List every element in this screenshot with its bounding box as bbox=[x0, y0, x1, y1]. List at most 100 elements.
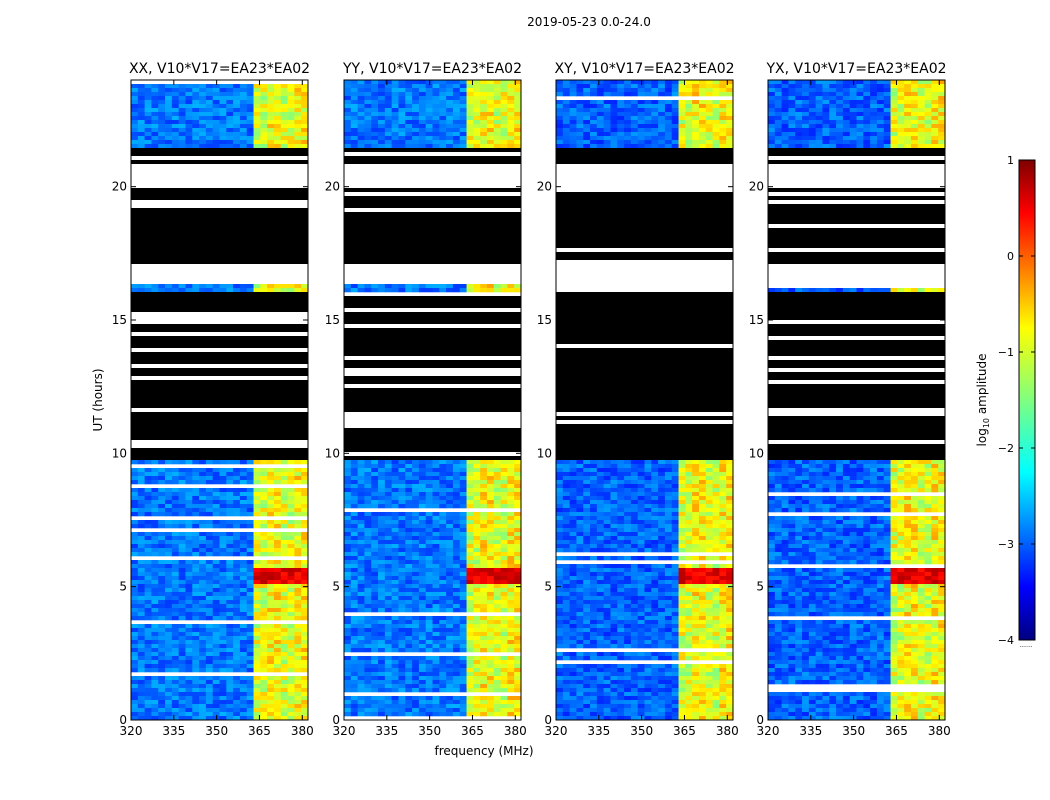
heatmap-cell bbox=[384, 556, 393, 561]
heatmap-cell bbox=[610, 468, 618, 473]
heatmap-cell bbox=[205, 104, 214, 109]
flagged-row bbox=[556, 240, 733, 244]
heatmap-cell bbox=[246, 140, 255, 145]
heatmap-cell bbox=[678, 136, 686, 141]
heatmap-cell bbox=[267, 632, 275, 637]
heatmap-cell bbox=[500, 80, 508, 85]
heatmap-cell bbox=[651, 108, 659, 113]
heatmap-cell bbox=[500, 604, 508, 609]
heatmap-cell bbox=[480, 112, 488, 117]
heatmap-cell bbox=[398, 700, 406, 705]
heatmap-cell bbox=[384, 120, 393, 125]
heatmap-cell bbox=[439, 488, 447, 493]
heatmap-cell bbox=[205, 488, 214, 493]
heatmap-cell bbox=[192, 96, 200, 101]
heatmap-cell bbox=[205, 552, 214, 557]
heatmap-cell bbox=[131, 668, 139, 673]
heatmap-cell bbox=[158, 536, 166, 541]
heatmap-cell bbox=[301, 644, 309, 649]
heatmap-cell bbox=[212, 96, 220, 101]
heatmap-cell bbox=[301, 476, 309, 481]
heatmap-cell bbox=[480, 560, 488, 565]
heatmap-cell bbox=[418, 576, 427, 581]
heatmap-cell bbox=[617, 132, 625, 137]
heatmap-cell bbox=[294, 548, 302, 553]
heatmap-cell bbox=[384, 80, 393, 85]
heatmap-cell bbox=[212, 288, 220, 293]
heatmap-cell bbox=[287, 596, 295, 601]
heatmap-cell bbox=[412, 140, 420, 145]
heatmap-cell bbox=[226, 636, 234, 641]
heatmap-cell bbox=[165, 144, 173, 149]
heatmap-cell bbox=[192, 544, 200, 549]
heatmap-cell bbox=[446, 500, 454, 505]
heatmap-cell bbox=[226, 576, 234, 581]
heatmap-cell bbox=[473, 472, 481, 477]
heatmap-cell bbox=[452, 660, 461, 665]
heatmap-cell bbox=[364, 476, 372, 481]
heatmap-cell bbox=[678, 128, 686, 133]
heatmap-cell bbox=[165, 88, 173, 93]
heatmap-cell bbox=[253, 524, 261, 529]
heatmap-cell bbox=[439, 484, 447, 489]
heatmap-cell bbox=[624, 112, 632, 117]
heatmap-cell bbox=[432, 140, 440, 145]
heatmap-cell bbox=[473, 668, 481, 673]
heatmap-cell bbox=[425, 516, 433, 521]
heatmap-cell bbox=[357, 592, 365, 597]
heatmap-cell bbox=[364, 124, 372, 129]
heatmap-cell bbox=[514, 672, 522, 677]
heatmap-cell bbox=[486, 700, 495, 705]
heatmap-cell bbox=[267, 92, 275, 97]
heatmap-cell bbox=[294, 140, 302, 145]
heatmap-cell bbox=[287, 124, 295, 129]
heatmap-cell bbox=[493, 684, 502, 689]
heatmap-cell bbox=[473, 104, 481, 109]
heatmap-cell bbox=[514, 656, 522, 661]
heatmap-cell bbox=[344, 136, 352, 141]
heatmap-cell bbox=[233, 116, 241, 121]
heatmap-cell bbox=[364, 580, 372, 585]
heatmap-cell bbox=[165, 544, 173, 549]
heatmap-cell bbox=[364, 100, 372, 105]
heatmap-cell bbox=[267, 540, 275, 545]
heatmap-cell bbox=[273, 500, 282, 505]
heatmap-cell bbox=[486, 552, 495, 557]
heatmap-cell bbox=[239, 716, 248, 721]
heatmap-cell bbox=[239, 704, 248, 709]
heatmap-cell bbox=[165, 628, 173, 633]
heatmap-cell bbox=[576, 492, 584, 497]
heatmap-cell bbox=[425, 472, 433, 477]
heatmap-cell bbox=[452, 132, 461, 137]
heatmap-cell bbox=[178, 136, 186, 141]
heatmap-cell bbox=[452, 584, 461, 589]
heatmap-cell bbox=[246, 508, 255, 513]
heatmap-cell bbox=[556, 500, 564, 505]
heatmap-cell bbox=[267, 488, 275, 493]
heatmap-cell bbox=[219, 460, 227, 465]
heatmap-cell bbox=[610, 488, 618, 493]
heatmap-cell bbox=[466, 516, 474, 521]
heatmap-cell bbox=[514, 604, 522, 609]
heatmap-cell bbox=[630, 104, 639, 109]
heatmap-cell bbox=[144, 564, 152, 569]
heatmap-cell bbox=[205, 112, 214, 117]
heatmap-cell bbox=[712, 132, 720, 137]
heatmap-cell bbox=[514, 688, 522, 693]
heatmap-cell bbox=[192, 104, 200, 109]
heatmap-cell bbox=[364, 552, 372, 557]
heatmap-cell bbox=[719, 488, 727, 493]
heatmap-cell bbox=[473, 552, 481, 557]
heatmap-cell bbox=[280, 500, 289, 505]
heatmap-cell bbox=[500, 548, 508, 553]
heatmap-cell bbox=[357, 564, 365, 569]
heatmap-cell bbox=[644, 144, 652, 149]
heatmap-cell bbox=[344, 100, 352, 105]
heatmap-cell bbox=[514, 128, 522, 133]
heatmap-cell bbox=[439, 532, 447, 537]
heatmap-cell bbox=[267, 708, 275, 713]
heatmap-cell bbox=[273, 140, 282, 145]
heatmap-cell bbox=[219, 100, 227, 105]
heatmap-cell bbox=[391, 104, 399, 109]
heatmap-cell bbox=[412, 112, 420, 117]
